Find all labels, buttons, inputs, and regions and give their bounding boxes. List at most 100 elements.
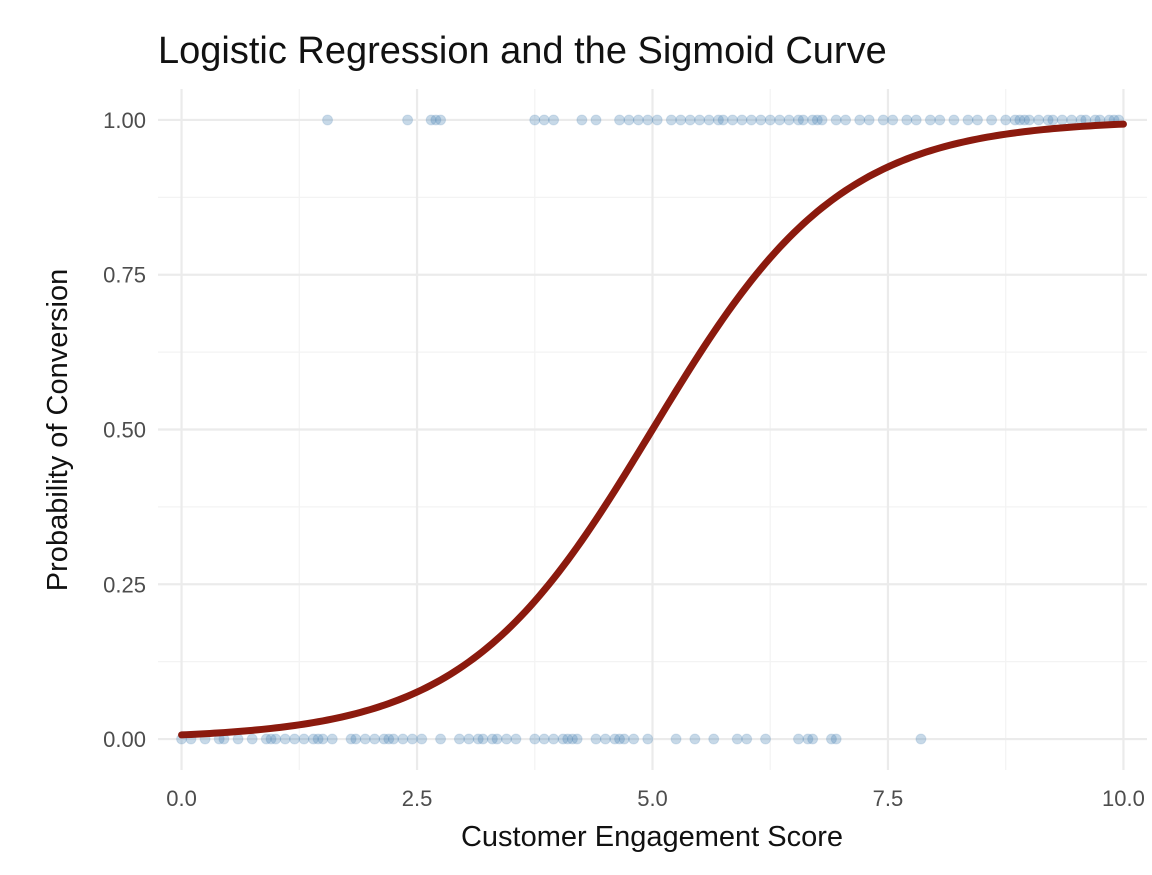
data-point xyxy=(731,733,743,745)
sigmoid-curve xyxy=(178,120,1127,739)
x-axis-title: Customer Engagement Score xyxy=(461,821,843,853)
data-point xyxy=(694,114,706,126)
data-point xyxy=(477,733,489,745)
x-tick-label: 5.0 xyxy=(637,786,668,811)
data-point xyxy=(830,114,842,126)
data-point xyxy=(378,733,390,745)
y-tick-label: 0.00 xyxy=(103,727,146,752)
data-point xyxy=(430,114,442,126)
data-point xyxy=(986,114,998,126)
data-point xyxy=(599,733,611,745)
y-axis-tick-labels: 0.00 0.25 0.50 0.75 1.00 xyxy=(103,108,146,752)
data-point xyxy=(628,733,640,745)
y-tick-label: 0.75 xyxy=(103,263,146,288)
data-point xyxy=(307,733,319,745)
data-point xyxy=(359,733,371,745)
data-point xyxy=(1023,114,1035,126)
data-point xyxy=(1056,114,1068,126)
data-point xyxy=(614,114,626,126)
data-point xyxy=(962,114,974,126)
data-point xyxy=(665,114,677,126)
data-point xyxy=(387,733,399,745)
data-point xyxy=(642,733,654,745)
data-point xyxy=(1033,114,1045,126)
data-point xyxy=(312,733,324,745)
data-point xyxy=(755,114,767,126)
x-tick-label: 10.0 xyxy=(1102,786,1145,811)
x-axis-tick-labels: 0.0 2.5 5.0 7.5 10.0 xyxy=(166,786,1145,811)
data-point xyxy=(783,114,795,126)
data-point xyxy=(792,733,804,745)
data-point xyxy=(764,114,776,126)
data-point xyxy=(618,733,630,745)
data-point xyxy=(910,114,922,126)
data-point xyxy=(816,114,828,126)
data-point xyxy=(529,114,541,126)
data-point xyxy=(797,114,809,126)
data-point xyxy=(265,733,277,745)
data-point xyxy=(1019,114,1031,126)
data-point xyxy=(1000,114,1012,126)
data-point xyxy=(774,114,786,126)
data-point xyxy=(486,733,498,745)
data-point xyxy=(915,733,927,745)
data-point xyxy=(745,114,757,126)
data-point xyxy=(538,733,550,745)
y-tick-label: 1.00 xyxy=(103,108,146,133)
data-point xyxy=(397,733,409,745)
data-point xyxy=(232,733,244,745)
data-point xyxy=(322,114,334,126)
y-tick-label: 0.25 xyxy=(103,572,146,597)
x-tick-label: 0.0 xyxy=(166,786,197,811)
data-point xyxy=(246,733,258,745)
data-point xyxy=(651,114,663,126)
data-point xyxy=(510,733,522,745)
data-point xyxy=(298,733,310,745)
data-point xyxy=(863,114,875,126)
data-point xyxy=(548,114,560,126)
data-point xyxy=(270,733,282,745)
data-point xyxy=(614,733,626,745)
data-point xyxy=(1042,114,1054,126)
data-point xyxy=(924,114,936,126)
data-point xyxy=(1047,114,1059,126)
data-point xyxy=(717,114,729,126)
data-point xyxy=(825,733,837,745)
x-tick-label: 7.5 xyxy=(873,786,904,811)
y-tick-label: 0.50 xyxy=(103,418,146,443)
data-point xyxy=(901,114,913,126)
data-point xyxy=(802,733,814,745)
chart-title: Logistic Regression and the Sigmoid Curv… xyxy=(158,30,887,72)
data-point xyxy=(317,733,329,745)
data-point xyxy=(326,733,338,745)
data-point xyxy=(538,114,550,126)
data-point xyxy=(807,114,819,126)
data-point xyxy=(576,114,588,126)
data-point xyxy=(416,733,428,745)
data-point xyxy=(760,733,772,745)
data-point xyxy=(632,114,644,126)
data-point xyxy=(675,114,687,126)
data-point xyxy=(971,114,983,126)
data-point xyxy=(807,733,819,745)
data-point xyxy=(350,733,362,745)
data-point xyxy=(369,733,381,745)
data-point xyxy=(279,733,291,745)
data-point xyxy=(289,733,301,745)
data-point xyxy=(840,114,852,126)
data-point xyxy=(854,114,866,126)
data-point xyxy=(1014,114,1026,126)
data-point xyxy=(642,114,654,126)
data-point xyxy=(811,114,823,126)
data-point xyxy=(727,114,739,126)
data-point xyxy=(830,733,842,745)
data-point xyxy=(741,733,753,745)
data-point xyxy=(877,114,889,126)
data-point xyxy=(491,733,503,745)
data-point xyxy=(948,114,960,126)
data-point xyxy=(435,114,447,126)
data-point xyxy=(260,733,272,745)
data-point xyxy=(684,114,696,126)
data-point xyxy=(887,114,899,126)
